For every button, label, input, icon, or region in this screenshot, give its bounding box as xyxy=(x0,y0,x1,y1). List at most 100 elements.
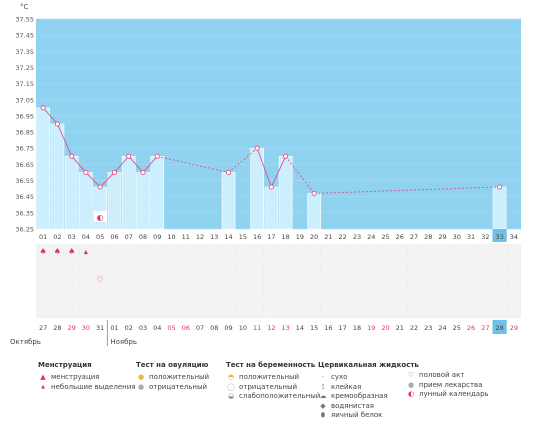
date-label: 17 xyxy=(339,324,347,332)
note-cell xyxy=(364,259,379,274)
legend-label: кремообразная xyxy=(331,392,388,400)
legend-label: положительный xyxy=(239,373,300,381)
note-cell xyxy=(36,273,51,289)
note-cell xyxy=(107,244,122,259)
note-cell xyxy=(107,303,122,318)
note-cell xyxy=(193,273,207,289)
cycle-day-label: 09 xyxy=(153,233,161,241)
legend-menstruation-title: Менструация xyxy=(38,361,92,369)
note-cell xyxy=(207,273,222,289)
note-cell xyxy=(164,259,179,274)
cycle-day-label: 23 xyxy=(353,233,361,241)
cycle-day-label: 04 xyxy=(82,233,90,241)
temperature-point xyxy=(254,145,260,151)
cycle-day-label: 12 xyxy=(196,233,204,241)
note-cell xyxy=(36,303,51,318)
note-cell xyxy=(392,244,407,259)
note-cell xyxy=(264,273,279,289)
note-cell xyxy=(392,288,407,303)
note-cell xyxy=(449,244,464,259)
note-cell xyxy=(506,288,521,303)
y-tick-label: 36.35 xyxy=(15,209,34,217)
note-cell xyxy=(107,288,122,303)
legend-cervical-title: Цервикальная жидкость xyxy=(318,361,419,369)
note-cell xyxy=(207,259,222,274)
note-cell xyxy=(221,244,236,259)
cycle-day-label: 01 xyxy=(39,233,47,241)
y-tick-label: 36.75 xyxy=(15,145,34,153)
note-cell xyxy=(264,288,279,303)
temperature-bar xyxy=(36,107,50,230)
note-cell xyxy=(293,273,307,289)
note-cell xyxy=(435,244,450,259)
current-date-highlight xyxy=(492,320,507,334)
note-cell xyxy=(250,303,264,318)
legend: Менструация ▲ менструация ▲ небольшие выде… xyxy=(38,361,543,439)
note-cell xyxy=(121,259,136,274)
note-cell xyxy=(178,259,193,274)
note-cell xyxy=(378,288,393,303)
note-cell xyxy=(335,259,350,274)
date-label: 13 xyxy=(281,324,289,332)
cycle-day-label: 30 xyxy=(453,233,461,241)
note-cell xyxy=(364,244,379,259)
legend-label: слабоположительный xyxy=(239,392,321,400)
note-cell xyxy=(278,244,293,259)
note-cell xyxy=(307,259,322,274)
note-cell xyxy=(79,244,93,259)
note-cell xyxy=(107,259,122,274)
note-cell xyxy=(392,273,407,289)
y-tick-label: 36.95 xyxy=(15,112,34,120)
note-cell xyxy=(321,303,336,318)
date-label: 29 xyxy=(510,324,518,332)
legend-label: небольшие выделения xyxy=(51,382,136,391)
note-cell xyxy=(492,273,507,289)
y-tick-label: 36.25 xyxy=(15,226,34,234)
note-cell xyxy=(121,244,136,259)
note-cell xyxy=(79,259,93,274)
note-cell xyxy=(321,288,336,303)
legend-ovulation: Тест на овуляцию ● положительный ● отрицат… xyxy=(136,361,209,392)
legend-label: отрицательный xyxy=(149,382,208,391)
temperature-bar xyxy=(307,193,321,230)
note-cell xyxy=(150,273,165,289)
note-cell xyxy=(221,259,236,274)
legend-label: отрицательный xyxy=(239,382,298,391)
note-cell xyxy=(506,259,521,274)
date-label: 01 xyxy=(110,324,118,332)
note-cell xyxy=(364,273,379,289)
date-label: 15 xyxy=(310,324,318,332)
note-cell xyxy=(250,273,264,289)
note-cell xyxy=(293,259,307,274)
note-cell xyxy=(407,288,421,303)
legend-label: прием лекарства xyxy=(419,380,483,389)
note-cell xyxy=(136,303,150,318)
note-cell xyxy=(506,244,521,259)
temperature-bar xyxy=(50,123,65,230)
date-label: 06 xyxy=(182,324,190,332)
cycle-day-label: 08 xyxy=(139,233,147,241)
pill-icon: ● xyxy=(407,380,415,389)
date-label: 27 xyxy=(39,324,47,332)
note-cell xyxy=(435,273,450,289)
note-cell xyxy=(478,244,493,259)
note-cell xyxy=(492,244,507,259)
cycle-day-label: 15 xyxy=(239,233,247,241)
note-cell xyxy=(235,259,250,274)
moon-box xyxy=(94,211,107,222)
note-cell xyxy=(449,273,464,289)
note-cell xyxy=(307,244,322,259)
note-cell xyxy=(207,288,222,303)
note-cell xyxy=(293,244,307,259)
note-cell xyxy=(392,259,407,274)
y-tick-label: 37.45 xyxy=(15,32,34,40)
creamy-icon: ☁ xyxy=(319,392,327,400)
note-cell xyxy=(50,273,65,289)
note-cell xyxy=(235,244,250,259)
note-cell xyxy=(79,303,93,318)
temperature-point xyxy=(40,105,46,111)
temperature-line-segment xyxy=(85,172,101,188)
note-cell xyxy=(136,288,150,303)
temperature-point xyxy=(497,184,503,190)
